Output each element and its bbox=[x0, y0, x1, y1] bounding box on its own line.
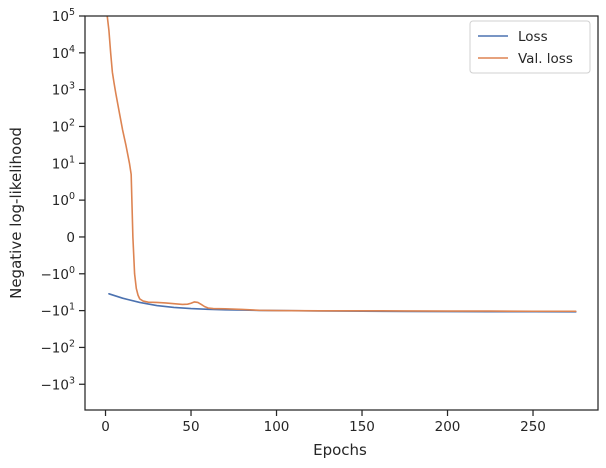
x-tick-label: 50 bbox=[182, 419, 199, 435]
y-tick-label: 0 bbox=[66, 230, 75, 246]
x-tick-label: 150 bbox=[349, 419, 375, 435]
y-tick-label: −103 bbox=[40, 375, 75, 393]
series-line-2 bbox=[106, 16, 577, 313]
y-tick-label: 102 bbox=[52, 117, 75, 135]
y-tick-label: 104 bbox=[52, 44, 75, 62]
x-axis-label: Epochs bbox=[313, 441, 367, 459]
y-tick-label: −102 bbox=[40, 338, 75, 356]
series-layer bbox=[106, 16, 577, 313]
x-tick-label: 100 bbox=[264, 419, 290, 435]
legend-label-2: Val. loss bbox=[518, 51, 573, 67]
y-tick-label: −101 bbox=[40, 302, 75, 320]
y-tick-label: 101 bbox=[52, 154, 75, 172]
axes-layer: 0 50 100 150 200 250 105 104 103 102 101 100 0 −100 −1… bbox=[40, 7, 599, 435]
plot-frame bbox=[84, 15, 599, 411]
y-axis-label: Negative log-likelihood bbox=[7, 127, 25, 299]
x-tick-label: 200 bbox=[435, 419, 461, 435]
legend-label-1: Loss bbox=[518, 29, 548, 45]
y-tick-label: −100 bbox=[40, 265, 75, 283]
series-line-1 bbox=[108, 293, 577, 313]
x-tick-label: 0 bbox=[101, 419, 110, 435]
y-tick-label: 103 bbox=[52, 81, 75, 99]
x-tick-label: 250 bbox=[520, 419, 546, 435]
y-tick-label: 105 bbox=[52, 7, 75, 25]
y-tick-label: 100 bbox=[52, 191, 75, 209]
legend-box bbox=[469, 20, 591, 74]
legend: Loss Val. loss bbox=[469, 20, 591, 74]
